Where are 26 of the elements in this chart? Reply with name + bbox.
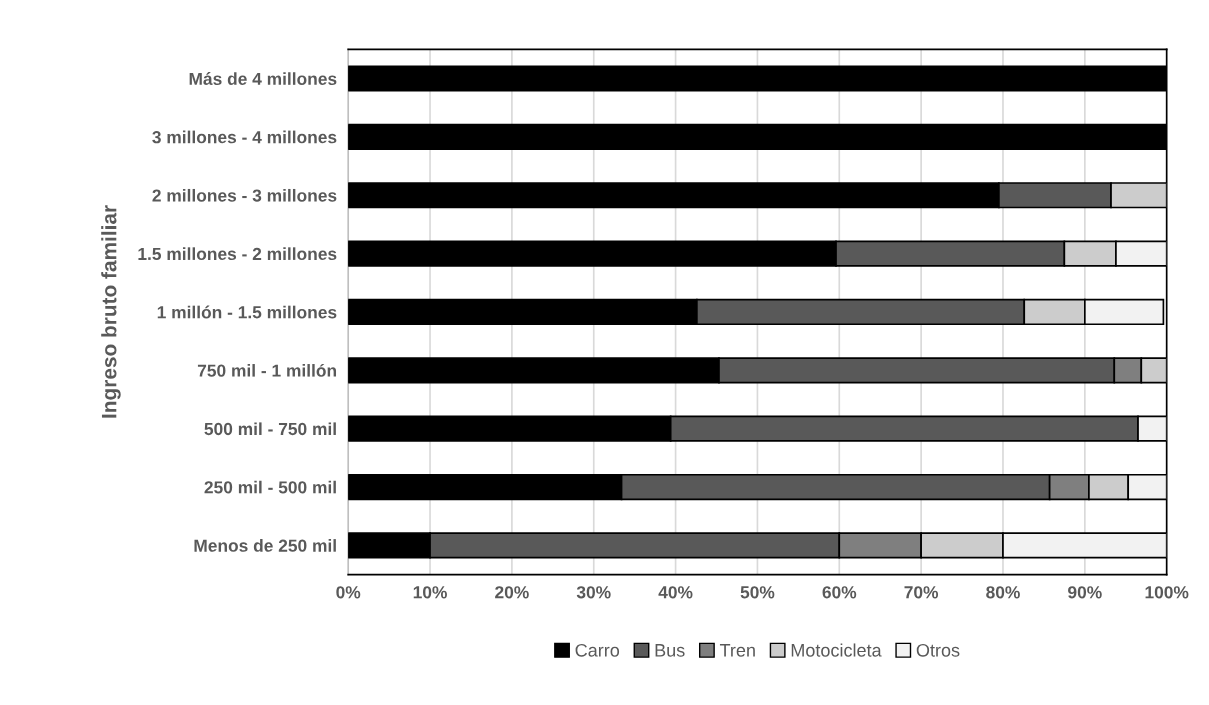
- x-tick-label: 60%: [822, 586, 857, 599]
- x-tick-label: 80%: [986, 586, 1020, 599]
- y-tick-label: 2 millones - 3 millones: [152, 188, 337, 202]
- y-axis-title: Ingreso bruto familiar: [101, 205, 121, 418]
- y-tick-label: 250 mil - 500 mil: [204, 480, 336, 494]
- x-tick-label: 90%: [1068, 586, 1102, 599]
- y-tick-label: Más de 4 millones: [189, 72, 337, 85]
- x-tick-label: 0%: [336, 586, 361, 599]
- x-tick-label: 40%: [658, 586, 693, 599]
- x-tick-label: 30%: [576, 586, 611, 599]
- y-tick-label: 3 millones - 4 millones: [152, 130, 337, 144]
- x-tick-label: 50%: [740, 586, 775, 599]
- x-tick-label: 20%: [495, 586, 529, 599]
- x-tick-label: 10%: [413, 586, 447, 599]
- legend-label: Otros: [916, 643, 960, 657]
- y-tick-label: Menos de 250 mil: [194, 539, 336, 552]
- y-tick-label: 500 mil - 750 mil: [204, 422, 336, 436]
- y-tick-label: 750 mil - 1 millón: [197, 363, 337, 377]
- legend-label: Motocicleta: [791, 643, 882, 657]
- y-tick-label: 1 millón - 1.5 millones: [157, 305, 337, 319]
- legend-label: Carro: [575, 643, 620, 657]
- legend-label: Bus: [655, 644, 685, 657]
- x-tick-label: 100%: [1145, 586, 1189, 599]
- legend-label: Tren: [719, 644, 755, 657]
- x-tick-label: 70%: [904, 586, 939, 599]
- y-tick-label: 1.5 millones - 2 millones: [138, 247, 337, 261]
